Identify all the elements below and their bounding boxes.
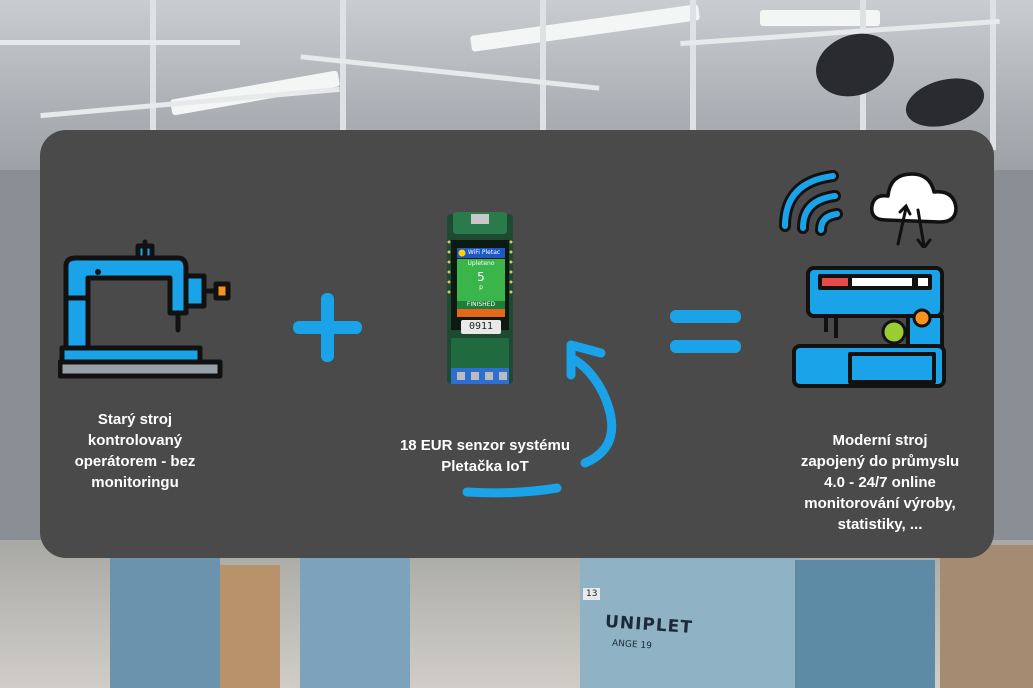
wifi-icon: [779, 170, 843, 236]
cardboard-box: [220, 565, 280, 688]
infographic-card: Starý stroj kontrolovaný operátorem - be…: [40, 130, 994, 558]
ceiling-lamp: [760, 10, 880, 26]
curved-arrow-icon: [462, 340, 617, 498]
knitting-machine: [110, 555, 220, 688]
knitting-machine: [795, 560, 935, 688]
creel-pole: [690, 0, 696, 150]
modern-machine-caption: Moderní stroj zapojený do průmyslu 4.0 -…: [800, 432, 960, 533]
device-label: Upleteno: [467, 260, 495, 267]
cardboard-box: [940, 545, 1033, 688]
creel-bar: [0, 40, 240, 45]
iot-sensor-board-icon: [447, 212, 513, 384]
device-digits: 0911: [468, 321, 494, 332]
modern-sewing-machine-icon: [792, 266, 946, 388]
knitting-machine-panel: [580, 555, 800, 688]
creel-pole: [990, 0, 996, 150]
old-sewing-machine-icon: [58, 239, 231, 379]
old-machine-caption: Starý stroj kontrolovaný operátorem - be…: [74, 411, 196, 491]
creel-pole: [540, 0, 546, 150]
sensor-caption: 18 EUR senzor systému Pletačka IoT: [399, 437, 571, 475]
equals-icon: [670, 310, 741, 353]
machine-number: 13: [583, 588, 601, 600]
plus-icon: [293, 293, 362, 362]
cloud-sync-icon: [870, 172, 958, 248]
knitting-machine: [300, 550, 410, 688]
device-unit: p: [479, 284, 483, 291]
device-count: 5: [477, 270, 485, 284]
creel-pole: [340, 0, 346, 150]
creel-pole: [150, 0, 156, 150]
device-status: FINISHED: [466, 301, 496, 308]
device-header: WiFi Pletac: [467, 249, 501, 256]
